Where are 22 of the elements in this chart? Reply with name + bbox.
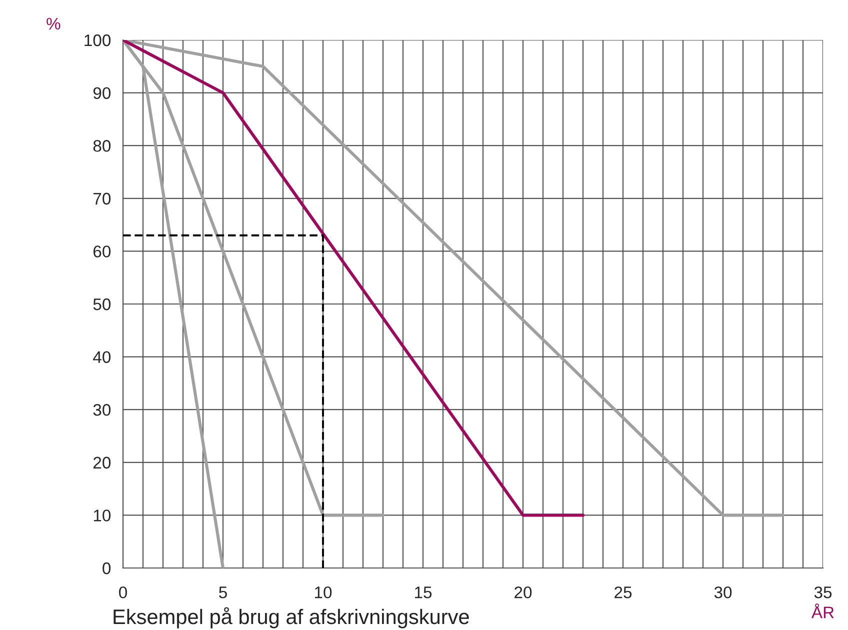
x-tick-label: 5 (219, 586, 227, 598)
y-tick-label: 0 (102, 562, 111, 574)
x-tick-label: 15 (415, 586, 432, 598)
x-tick-label: 35 (814, 586, 832, 598)
y-tick-label: 50 (93, 298, 111, 310)
y-tick-label: 100 (84, 34, 111, 46)
x-tick-label: 0 (119, 586, 127, 598)
y-axis-title: % (46, 18, 60, 30)
y-tick-label: 70 (94, 192, 111, 205)
x-tick-label: 30 (714, 586, 732, 598)
y-tick-label: 80 (93, 140, 111, 152)
y-tick-label: 30 (93, 404, 111, 416)
x-tick-label: 20 (514, 586, 532, 598)
y-tick-label: 20 (93, 456, 111, 469)
x-tick-label: 10 (315, 586, 332, 598)
y-tick-label: 10 (94, 510, 111, 522)
y-tick-label: 40 (93, 351, 111, 364)
y-tick-label: 60 (94, 246, 111, 258)
text: Eksempel på brug af afskrivningskurve (114, 607, 469, 628)
y-tick-label: 90 (93, 87, 111, 100)
x-tick-label: 25 (614, 586, 632, 598)
x-axis-title: ÅR (811, 604, 834, 618)
